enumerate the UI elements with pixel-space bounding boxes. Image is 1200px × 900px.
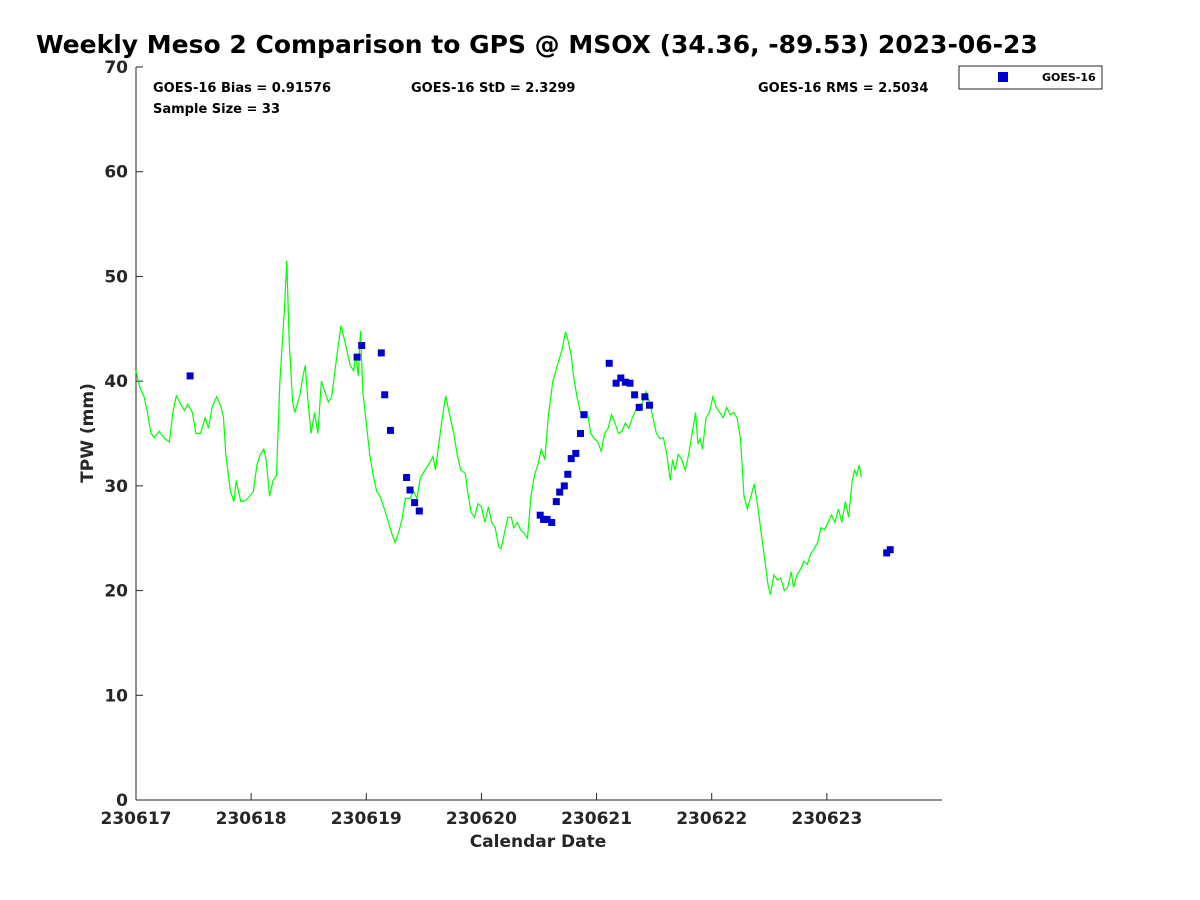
y-tick-label: 60 <box>104 163 128 183</box>
goes16-point <box>612 379 620 387</box>
sample-size-stat: Sample Size = 33 <box>153 102 280 117</box>
goes16-point <box>646 401 653 409</box>
x-tick-label: 230621 <box>561 809 632 829</box>
legend-label: GOES-16 <box>1042 71 1096 84</box>
goes16-point <box>387 426 394 434</box>
rms-stat: GOES-16 RMS = 2.5034 <box>758 81 928 96</box>
std-stat: GOES-16 StD = 2.3299 <box>411 81 575 96</box>
goes16-point <box>621 378 629 386</box>
goes16-point <box>403 474 411 481</box>
x-tick-label: 230622 <box>676 809 747 829</box>
goes16-point <box>543 515 551 523</box>
x-tick-label: 230618 <box>216 809 287 829</box>
goes16-point <box>580 411 588 419</box>
plot-area: 0 10 20 30 40 50 60 70 230617 230618 230619 230620 2… <box>101 58 942 829</box>
goes16-point <box>548 519 556 526</box>
goes16-point <box>886 546 894 554</box>
goes16-point <box>635 403 643 411</box>
chart-title: Weekly Meso 2 Comparison to GPS @ MSOX (… <box>36 30 1038 59</box>
goes16-point <box>626 379 634 387</box>
bias-stat: GOES-16 Bias = 0.91576 <box>153 81 331 96</box>
goes16-point <box>572 449 580 457</box>
goes16-point <box>605 359 613 367</box>
goes16-point <box>641 393 649 401</box>
y-tick-label: 0 <box>116 791 128 811</box>
gps-line-series <box>135 260 862 595</box>
goes16-point <box>552 498 560 506</box>
y-tick-label: 50 <box>104 267 128 287</box>
goes16-point <box>567 455 575 463</box>
y-tick-label: 40 <box>104 372 128 392</box>
legend-marker <box>998 72 1008 82</box>
goes16-point <box>406 486 414 494</box>
x-tick-label: 230623 <box>791 809 862 829</box>
legend-box <box>958 65 1103 90</box>
goes16-point <box>536 511 544 519</box>
x-tick-label: 230620 <box>446 809 517 829</box>
goes16-point <box>415 507 423 515</box>
y-tick-label: 30 <box>104 477 128 497</box>
goes16-point <box>617 374 625 382</box>
legend: GOES-16 <box>958 65 1103 90</box>
x-tick-label: 230617 <box>101 809 172 829</box>
goes16-point <box>381 391 389 399</box>
y-axis-label: TPW (mm) <box>78 383 98 483</box>
gps-tpw-line <box>135 260 862 595</box>
goes16-points-series <box>186 342 894 557</box>
y-tick-label: 10 <box>104 686 128 706</box>
y-tick-label: 20 <box>104 582 128 602</box>
goes16-point <box>560 482 568 490</box>
x-axis-label: Calendar Date <box>470 832 607 852</box>
goes16-point <box>631 391 639 399</box>
goes16-point <box>556 488 564 496</box>
goes16-point <box>186 372 194 380</box>
goes16-point <box>353 353 361 361</box>
goes16-point <box>411 499 419 507</box>
y-tick-label: 70 <box>104 58 128 78</box>
goes16-point <box>377 349 385 357</box>
x-tick-label: 230619 <box>331 809 402 829</box>
goes16-point <box>564 470 572 478</box>
goes16-point <box>577 430 584 437</box>
tick-group: 0 10 20 30 40 50 60 70 230617 230618 230619 230620 2… <box>101 58 863 829</box>
goes16-point <box>358 342 366 349</box>
